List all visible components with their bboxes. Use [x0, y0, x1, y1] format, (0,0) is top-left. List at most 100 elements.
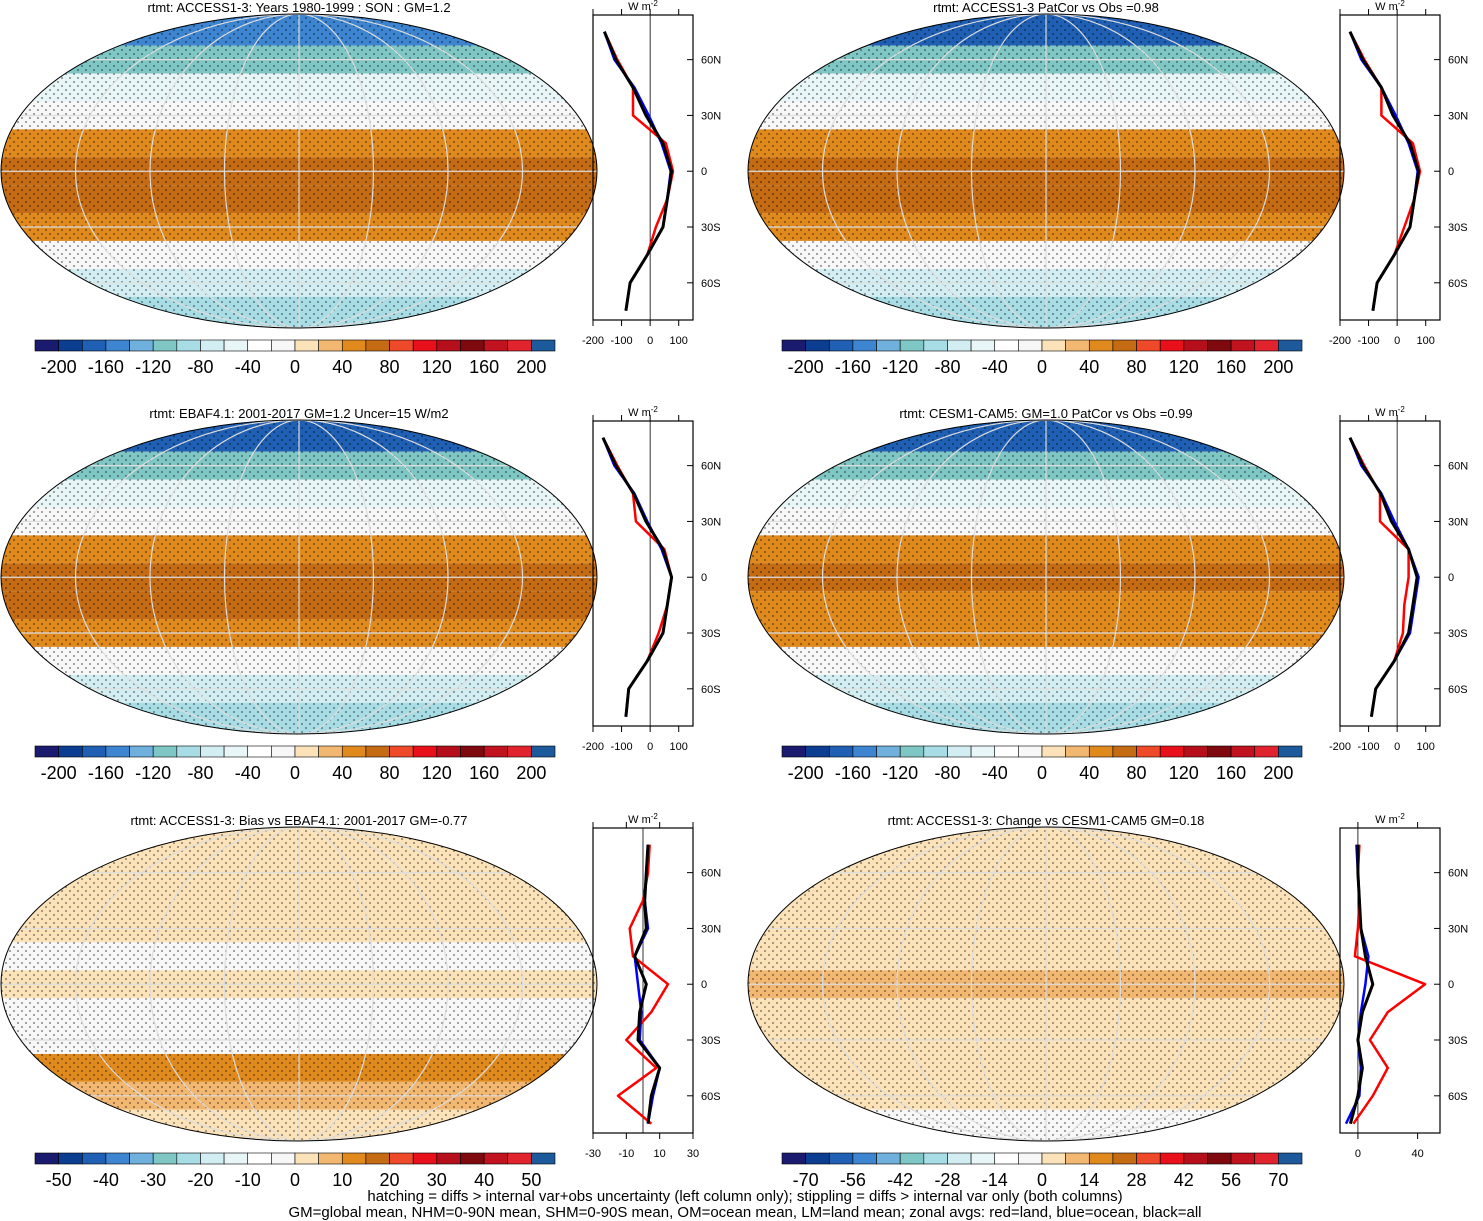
colorbar-box [318, 339, 343, 352]
map-border [0, 826, 598, 1142]
colorbar-label: 70 [1268, 1170, 1288, 1190]
y-tick-label: 30N [1448, 923, 1468, 935]
colorbar-box [34, 339, 59, 352]
colorbar-label: 80 [380, 357, 400, 377]
colorbar-label: -160 [835, 357, 871, 377]
colorbar-box [247, 1152, 272, 1165]
panel-title: rtmt: ACCESS1-3: Years 1980-1999 : SON :… [147, 0, 450, 15]
colorbar-box [271, 745, 296, 758]
colorbar-label: 0 [1037, 763, 1047, 783]
colorbar-label: 200 [516, 357, 546, 377]
colorbar-box [81, 339, 107, 352]
profile-frame [1339, 420, 1441, 727]
colorbar-box [318, 1152, 343, 1165]
y-tick-label: 0 [1448, 572, 1454, 584]
colorbar-box [781, 745, 806, 758]
axis-unit-exponent: -2 [1398, 405, 1406, 414]
colorbar-label: -160 [88, 763, 124, 783]
colorbar-label: 40 [332, 357, 352, 377]
colorbar-box [58, 1152, 83, 1165]
stippling [748, 420, 1344, 734]
colorbar-label: 10 [332, 1170, 352, 1190]
colorbar-label: 28 [1127, 1170, 1147, 1190]
panel-title: rtmt: CESM1-CAM5: GM=1.0 PatCor vs Obs =… [899, 406, 1192, 421]
map [748, 827, 1344, 1141]
stippling [1, 420, 597, 734]
y-tick-label: 60N [1448, 461, 1468, 473]
y-tick-label: 60N [701, 55, 721, 67]
colorbar-box [176, 339, 201, 352]
panel: rtmt: CESM1-CAM5: GM=1.0 PatCor vs Obs =… [747, 405, 1468, 783]
x-tick-label: -200 [582, 741, 604, 753]
colorbar-box [58, 745, 83, 758]
y-tick-label: 60N [701, 461, 721, 473]
colorbar-label: -14 [982, 1170, 1008, 1190]
colorbar-label: 30 [427, 1170, 447, 1190]
y-tick-label: 30N [701, 110, 721, 122]
y-tick-label: 60N [1448, 868, 1468, 880]
colorbar-box [341, 1152, 367, 1165]
colorbar-box [1041, 1152, 1066, 1165]
panel: rtmt: EBAF4.1: 2001-2017 GM=1.2 Uncer=15… [0, 405, 721, 783]
colorbar-box [1088, 745, 1114, 758]
colorbar-box [223, 339, 249, 352]
colorbar-label: 200 [1263, 763, 1293, 783]
colorbar-box [483, 339, 509, 352]
colorbar-label: 40 [332, 763, 352, 783]
y-tick-label: 30S [701, 1035, 721, 1047]
colorbar-box [1254, 1152, 1279, 1165]
y-tick-label: 30N [1448, 110, 1468, 122]
colorbar-box [994, 339, 1019, 352]
colorbar-box [852, 745, 877, 758]
y-tick-label: 30S [1448, 1035, 1468, 1047]
colorbar-box [389, 745, 414, 758]
colorbar-box [828, 1152, 854, 1165]
x-tick-label: 0 [647, 741, 653, 753]
colorbar-label: -80 [934, 357, 960, 377]
map-border [747, 13, 1345, 329]
colorbar-box [483, 745, 509, 758]
colorbar-label: 0 [1037, 357, 1047, 377]
x-tick-label: 0 [1394, 741, 1400, 753]
colorbar-label: -80 [187, 357, 213, 377]
colorbar-box [1278, 1152, 1303, 1165]
colorbar-label: -56 [840, 1170, 866, 1190]
colorbar-box [223, 745, 249, 758]
colorbar-box [365, 1152, 390, 1165]
colorbar-box [412, 1152, 438, 1165]
colorbar-box [923, 1152, 948, 1165]
y-tick-label: 60S [1448, 278, 1468, 290]
x-tick-label: 100 [670, 741, 688, 753]
colorbar-box [1041, 745, 1066, 758]
colorbar-box [81, 745, 107, 758]
colorbar-box [947, 745, 972, 758]
colorbar-label: 160 [469, 763, 499, 783]
colorbar-label: 14 [1079, 1170, 1099, 1190]
colorbar-box [531, 745, 556, 758]
panel: rtmt: ACCESS1-3: Bias vs EBAF4.1: 2001-2… [0, 812, 721, 1190]
colorbar-label: 160 [1216, 763, 1246, 783]
colorbar-box [507, 339, 532, 352]
colorbar-box [899, 745, 925, 758]
y-tick-label: 30N [701, 923, 721, 935]
colorbar-box [200, 339, 225, 352]
colorbar-box [1159, 745, 1185, 758]
x-tick-label: 0 [1355, 1148, 1361, 1160]
colorbar-label: 160 [1216, 357, 1246, 377]
colorbar-label: 20 [380, 1170, 400, 1190]
colorbar-label: -40 [982, 357, 1008, 377]
colorbar-box [460, 339, 485, 352]
colorbar-box [1254, 339, 1279, 352]
colorbar-box [1183, 745, 1208, 758]
colorbar-box [781, 1152, 806, 1165]
colorbar-label: -50 [46, 1170, 72, 1190]
colorbar-box [781, 339, 806, 352]
map [1, 420, 597, 734]
y-tick-label: 60N [701, 868, 721, 880]
colorbar-label: -40 [93, 1170, 119, 1190]
colorbar-label: 80 [1127, 763, 1147, 783]
colorbar-label: 0 [290, 763, 300, 783]
colorbar-box [876, 1152, 901, 1165]
y-tick-label: 30N [701, 516, 721, 528]
colorbar-label: -200 [788, 763, 824, 783]
